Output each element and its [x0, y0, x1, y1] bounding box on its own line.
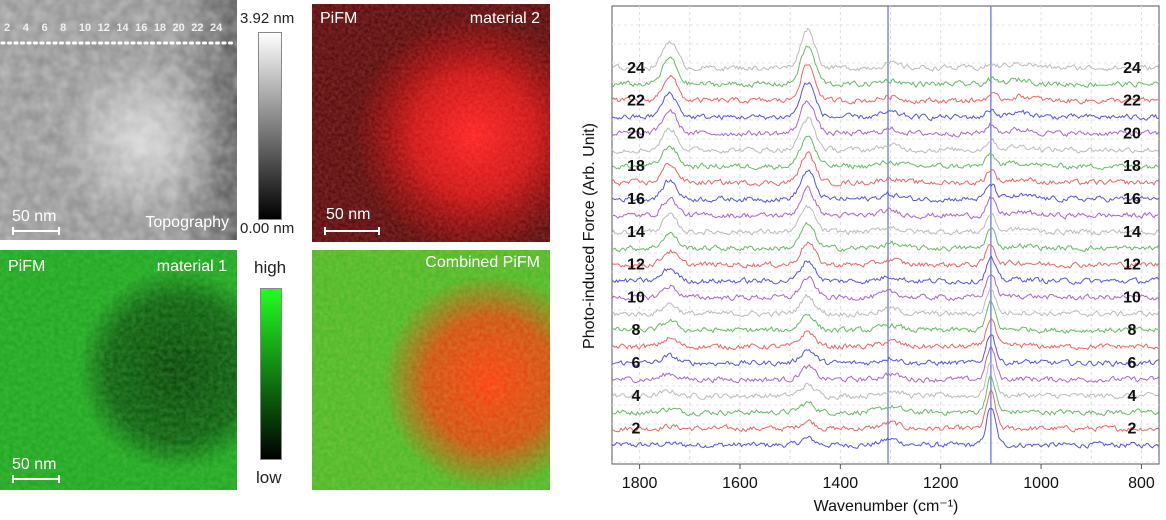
- spectrum-trace: [612, 300, 1159, 334]
- spectrum-trace: [611, 185, 1159, 220]
- combined-pifm-image: Combined PiFM: [312, 250, 550, 490]
- line-position-label: 14: [116, 22, 129, 34]
- trace-label: 6: [1128, 355, 1137, 372]
- line-position-label: 8: [60, 22, 67, 34]
- pifm-label: PiFM: [8, 258, 46, 275]
- y-axis-label: Photo-induced Force (Arb. Unit): [581, 123, 598, 349]
- x-tick-label: 1200: [923, 475, 959, 492]
- height-colorbar: [258, 32, 282, 220]
- x-tick-label: 1600: [722, 475, 758, 492]
- line-position-label: 22: [191, 22, 204, 34]
- scale-bar-label: 50 nm: [326, 206, 371, 223]
- x-axis-ticks: 1800 1600 1400 1200 1000 800: [622, 464, 1155, 492]
- topography-map: [0, 0, 237, 240]
- trace-label: 10: [1123, 289, 1141, 306]
- line-position-label: 6: [41, 22, 48, 34]
- trace-label: 16: [627, 191, 645, 208]
- spectrum-trace: [611, 345, 1159, 384]
- spectrum-trace: [611, 27, 1159, 72]
- scale-bar: [12, 475, 60, 483]
- spectrum-trace: [611, 64, 1159, 105]
- height-colorbar-max: 3.92 nm: [240, 10, 295, 27]
- trace-label: 18: [1123, 158, 1141, 175]
- material1-map: [0, 250, 237, 490]
- trace-label: 8: [632, 322, 641, 339]
- trace-label: 12: [1123, 257, 1141, 274]
- line-position-label: 4: [22, 22, 29, 34]
- spectrum-trace: [611, 255, 1159, 285]
- line-position-label: 24: [210, 22, 223, 34]
- spectrum-trace: [611, 334, 1159, 367]
- spectrum-trace: [611, 389, 1159, 433]
- pifm-colorbar-high: high: [254, 258, 287, 277]
- x-tick-label: 1400: [823, 475, 859, 492]
- trace-label: 24: [627, 60, 645, 77]
- trace-label: 24: [1123, 60, 1141, 77]
- x-tick-label: 1800: [622, 475, 658, 492]
- material2-map: [312, 4, 550, 242]
- trace-label: 16: [1123, 191, 1141, 208]
- spectrum-trace: [611, 81, 1159, 122]
- pifm-colorbar-low: low: [256, 468, 282, 487]
- spectrum-trace: [611, 274, 1159, 302]
- scale-bar-label: 50 nm: [12, 208, 57, 225]
- spectrum-trace: [611, 169, 1159, 203]
- material2-label: material 2: [469, 10, 540, 27]
- trace-label: 20: [1123, 125, 1141, 142]
- x-tick-label: 800: [1128, 475, 1155, 492]
- trace-label: 2: [632, 421, 641, 438]
- spectrum-trace: [611, 241, 1159, 269]
- combined-pifm-label: Combined PiFM: [425, 254, 540, 271]
- spectrum-trace: [611, 287, 1159, 318]
- height-colorbar-min: 0.00 nm: [240, 220, 295, 237]
- trace-label: 14: [627, 224, 645, 241]
- trace-label: 12: [627, 257, 645, 274]
- trace-label: 4: [1128, 388, 1137, 405]
- scale-bar: [324, 227, 380, 235]
- spectrum-trace: [611, 151, 1159, 187]
- spectrum-trace: [611, 100, 1159, 138]
- scale-bar-label: 50 nm: [12, 456, 57, 473]
- combined-map: [312, 250, 550, 490]
- scale-bar: [12, 227, 60, 235]
- pifm-colorbar: [260, 288, 282, 460]
- spectrum-trace: [611, 362, 1159, 401]
- line-position-label: 18: [153, 22, 167, 34]
- trace-label: 20: [627, 125, 645, 142]
- material1-pifm-image: PiFM material 1 50 nm: [0, 250, 237, 490]
- spectrum-trace: [611, 221, 1159, 253]
- spectrum-trace: [611, 203, 1159, 236]
- trace-label: 4: [632, 388, 641, 405]
- trace-label: 6: [632, 355, 641, 372]
- spectrum-trace: [611, 407, 1159, 449]
- spectra-traces: [611, 27, 1159, 449]
- trace-label: 14: [1123, 224, 1141, 241]
- trace-label: 10: [627, 289, 645, 306]
- spectrum-trace: [611, 45, 1159, 89]
- spectrum-trace: [611, 317, 1159, 351]
- line-position-label: 12: [97, 22, 110, 34]
- topography-image: 2 4 6 8 10 12 14 16 18 20 22 24 Topography 50 nm: [0, 0, 237, 240]
- topography-label: Topography: [145, 214, 229, 231]
- spectrum-trace: [611, 116, 1159, 155]
- trace-label: 8: [1128, 322, 1137, 339]
- line-position-label: 20: [172, 22, 185, 34]
- trace-label: 18: [627, 158, 645, 175]
- x-tick-label: 1000: [1023, 475, 1059, 492]
- line-position-label: 10: [78, 22, 92, 34]
- pifm-spectra-chart: 1800 1600 1400 1200 1000 800 2468101214161820…: [581, 5, 1160, 515]
- material2-pifm-image: PiFM material 2 50 nm: [312, 4, 550, 242]
- trace-label: 2: [1128, 421, 1137, 438]
- trace-label: 22: [627, 93, 645, 110]
- spectrum-trace: [611, 135, 1159, 171]
- pifm-label: PiFM: [320, 10, 358, 27]
- x-axis-label: Wavenumber (cm⁻¹): [814, 498, 959, 515]
- trace-label: 22: [1123, 93, 1141, 110]
- line-position-label: 2: [4, 22, 11, 34]
- spectrum-trace: [611, 375, 1159, 417]
- material1-label: material 1: [156, 258, 227, 275]
- line-position-label: 16: [135, 22, 148, 34]
